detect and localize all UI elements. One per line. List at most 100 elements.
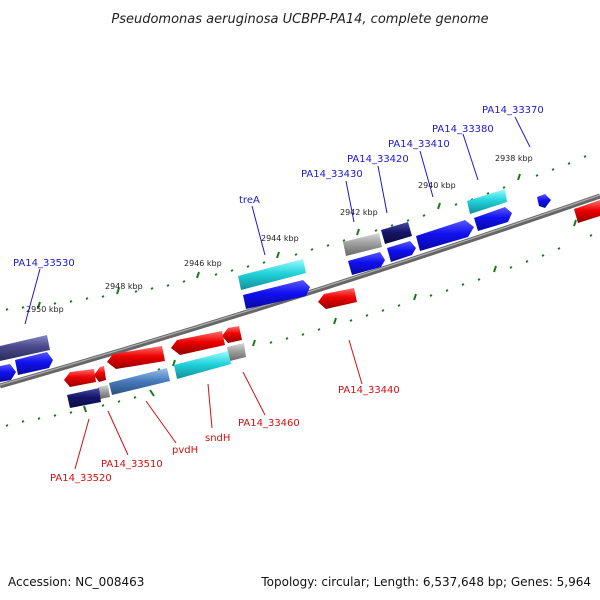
gene-PA14_33380[interactable] [467, 189, 507, 214]
kbp-label: 2942 kbp [340, 208, 378, 217]
ruler-tick [406, 219, 410, 222]
gene-PA14_33410[interactable] [416, 220, 474, 251]
ruler-tick [477, 278, 481, 281]
gene-treA[interactable] [238, 259, 306, 290]
ruler-tick [21, 306, 25, 309]
gene-PA14_33530[interactable] [0, 335, 50, 361]
leader-line [348, 339, 363, 385]
forward-ruler [5, 155, 587, 311]
gene-PA14_33530-b[interactable] [15, 352, 53, 375]
gene-label[interactable]: PA14_33440 [338, 385, 400, 396]
kbp-label: 2944 kbp [261, 234, 299, 243]
ruler-tick-major [517, 173, 521, 181]
gene-PA14_33460-b[interactable] [227, 343, 246, 361]
gene-PA14_33510[interactable] [94, 366, 106, 382]
ruler-tick [53, 414, 57, 417]
forward-genes [0, 189, 600, 382]
gene-sndH[interactable] [171, 331, 225, 355]
ruler-tick [583, 155, 587, 158]
kbp-label: 2946 kbp [184, 259, 222, 268]
ruler-tick [134, 290, 138, 293]
ruler-tick [5, 308, 9, 311]
gene-PA14_33510-b[interactable] [98, 385, 110, 399]
gene-PA14_33520-b[interactable] [67, 388, 101, 408]
gene-fragment-left[interactable] [0, 364, 16, 382]
ruler-tick [589, 234, 593, 237]
gene-pvdH[interactable] [107, 346, 165, 369]
ruler-tick [69, 300, 73, 303]
ruler-tick [310, 248, 314, 251]
leader-line [462, 133, 479, 181]
ruler-tick [101, 295, 105, 298]
gene-label[interactable]: PA14_33520 [50, 473, 112, 484]
ruler-tick [214, 273, 218, 276]
gene-fragment-right[interactable] [574, 200, 600, 223]
kbp-label: 2940 kbp [418, 181, 456, 190]
ruler-tick [301, 333, 305, 336]
ruler-tick [21, 420, 25, 423]
gene-PA14_33370[interactable] [537, 194, 551, 208]
gene-PA14_33460[interactable] [222, 326, 242, 343]
ruler-tick [157, 368, 161, 371]
ruler-tick [525, 260, 529, 263]
ruler-tick [422, 214, 426, 217]
topology-text: Topology: circular; Length: 6,537,648 bp… [260, 575, 591, 589]
accession-text: Accession: NC_008463 [8, 575, 144, 589]
leader-line [419, 150, 434, 198]
ruler-tick [166, 284, 170, 287]
gene-PA14_33430-b[interactable] [348, 252, 385, 275]
gene-treA-b[interactable] [243, 280, 310, 309]
gene-label[interactable]: pvdH [172, 445, 198, 456]
ruler-tick [101, 404, 105, 407]
ruler-tick-major [413, 293, 417, 301]
ruler-tick [397, 304, 401, 307]
gene-label[interactable]: PA14_33510 [101, 459, 163, 470]
ruler-tick [445, 289, 449, 292]
gene-pvdH-b[interactable] [109, 368, 170, 395]
ruler-tick [150, 287, 154, 290]
gene-label[interactable]: PA14_33410 [388, 139, 450, 150]
gene-label[interactable]: PA14_33420 [347, 154, 409, 165]
ruler-tick [230, 269, 234, 272]
gene-label[interactable]: PA14_33380 [432, 124, 494, 135]
ruler-tick [535, 174, 539, 177]
gene-label[interactable]: sndH [205, 433, 230, 444]
ruler-tick [85, 297, 89, 300]
gene-PA14_33420-b[interactable] [387, 241, 416, 262]
ruler-tick [294, 253, 298, 256]
gene-label[interactable]: treA [239, 195, 260, 206]
forward-leaders [24, 116, 531, 325]
ruler-tick-major [83, 405, 87, 413]
gene-PA14_33370-b[interactable] [474, 207, 512, 231]
gene-label[interactable]: PA14_33430 [301, 169, 363, 180]
leader-line [242, 371, 266, 416]
ruler-tick-major [356, 228, 360, 236]
ruler-tick [381, 309, 385, 312]
reverse-genes [64, 288, 357, 408]
ruler-tick [454, 203, 458, 206]
gene-sndH-b[interactable] [174, 351, 231, 379]
leader-line [74, 418, 90, 470]
ruler-tick [69, 411, 73, 414]
ruler-tick [461, 283, 465, 286]
ruler-tick-major [149, 389, 155, 397]
ruler-tick [133, 396, 137, 399]
ruler-tick-major [116, 287, 120, 295]
ruler-tick-major [276, 251, 280, 259]
leader-line [377, 165, 388, 214]
gene-label[interactable]: PA14_33530 [13, 258, 75, 269]
ruler-tick [285, 337, 289, 340]
gene-PA14_33440[interactable] [318, 288, 357, 309]
ruler-tick [269, 341, 273, 344]
leader-line [345, 180, 355, 223]
ruler-tick [374, 229, 378, 232]
ruler-tick [486, 192, 490, 195]
gene-label[interactable]: PA14_33460 [238, 418, 300, 429]
gene-PA14_33420[interactable] [381, 222, 412, 244]
map-title: Pseudomonas aeruginosa UCBPP-PA14, compl… [111, 12, 488, 27]
gene-PA14_33520[interactable] [64, 369, 96, 387]
ruler-tick [502, 186, 506, 189]
gene-label[interactable]: PA14_33370 [482, 105, 544, 116]
gene-PA14_33430[interactable] [343, 233, 382, 256]
